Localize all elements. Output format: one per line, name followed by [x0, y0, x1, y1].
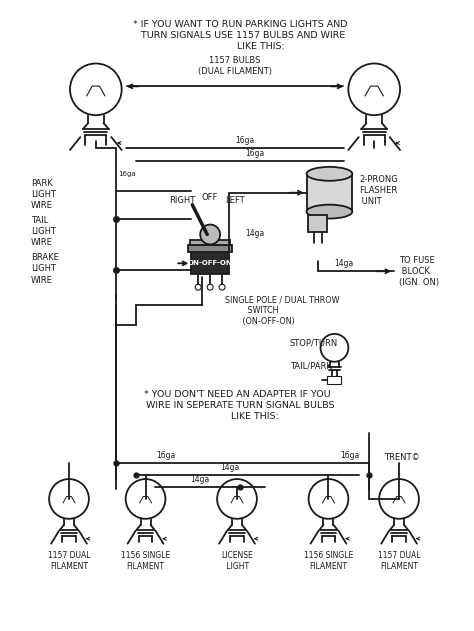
Text: SINGLE POLE / DUAL THROW
         SWITCH
       (ON-OFF-ON): SINGLE POLE / DUAL THROW SWITCH (ON-OFF-… [225, 295, 339, 326]
Text: TAIL/PARK: TAIL/PARK [290, 361, 332, 370]
Bar [307, 174, 352, 211]
Text: 16ga: 16ga [340, 451, 359, 460]
Text: * YOU DON'T NEED AN ADAPTER IF YOU
  WIRE IN SEPERATE TURN SIGNAL BULBS
        : * YOU DON'T NEED AN ADAPTER IF YOU WIRE … [140, 389, 334, 421]
Text: BRAKE
LIGHT
WIRE: BRAKE LIGHT WIRE [31, 254, 59, 285]
Ellipse shape [307, 204, 352, 218]
Text: 1156 SINGLE
FILAMENT: 1156 SINGLE FILAMENT [121, 551, 170, 570]
Text: 14ga: 14ga [220, 463, 240, 472]
Ellipse shape [307, 167, 352, 181]
Text: 16ga: 16ga [245, 149, 264, 158]
Text: 1156 SINGLE
FILAMENT: 1156 SINGLE FILAMENT [304, 551, 353, 570]
Text: ON-OFF-ON: ON-OFF-ON [188, 261, 233, 266]
Bar [188, 245, 232, 252]
Text: PARK
LIGHT
WIRE: PARK LIGHT WIRE [31, 179, 56, 210]
Text: RIGHT: RIGHT [169, 196, 195, 205]
Text: 1157 BULBS
(DUAL FILAMENT): 1157 BULBS (DUAL FILAMENT) [198, 56, 272, 76]
Text: * IF YOU WANT TO RUN PARKING LIGHTS AND
  TURN SIGNALS USE 1157 BULBS AND WIRE
 : * IF YOU WANT TO RUN PARKING LIGHTS AND … [133, 20, 347, 51]
Text: 14ga: 14ga [191, 475, 210, 484]
Bar [191, 252, 229, 274]
Text: 2-PRONG
FLASHER
 UNIT: 2-PRONG FLASHER UNIT [359, 175, 398, 206]
Text: 16ga: 16ga [235, 136, 255, 145]
Text: 14ga: 14ga [245, 229, 264, 238]
Bar [328, 375, 341, 384]
Text: 1157 DUAL
FILAMENT: 1157 DUAL FILAMENT [48, 551, 90, 570]
Text: 16ga: 16ga [156, 451, 175, 460]
Text: 14ga: 14ga [335, 259, 354, 268]
Text: STOP/TURN: STOP/TURN [290, 338, 338, 347]
Bar [308, 215, 328, 232]
Text: 16ga: 16ga [118, 171, 137, 177]
Text: LICENSE
 LIGHT: LICENSE LIGHT [221, 551, 253, 570]
Bar [190, 240, 230, 245]
Text: TRENT©: TRENT© [384, 452, 420, 462]
Text: TAIL
LIGHT
WIRE: TAIL LIGHT WIRE [31, 216, 56, 247]
Text: 1157 DUAL
FILAMENT: 1157 DUAL FILAMENT [378, 551, 420, 570]
Text: LEFT: LEFT [225, 196, 245, 205]
Text: TO FUSE
 BLOCK
(IGN. ON): TO FUSE BLOCK (IGN. ON) [399, 256, 439, 287]
Circle shape [200, 225, 220, 244]
Text: OFF: OFF [202, 193, 219, 202]
